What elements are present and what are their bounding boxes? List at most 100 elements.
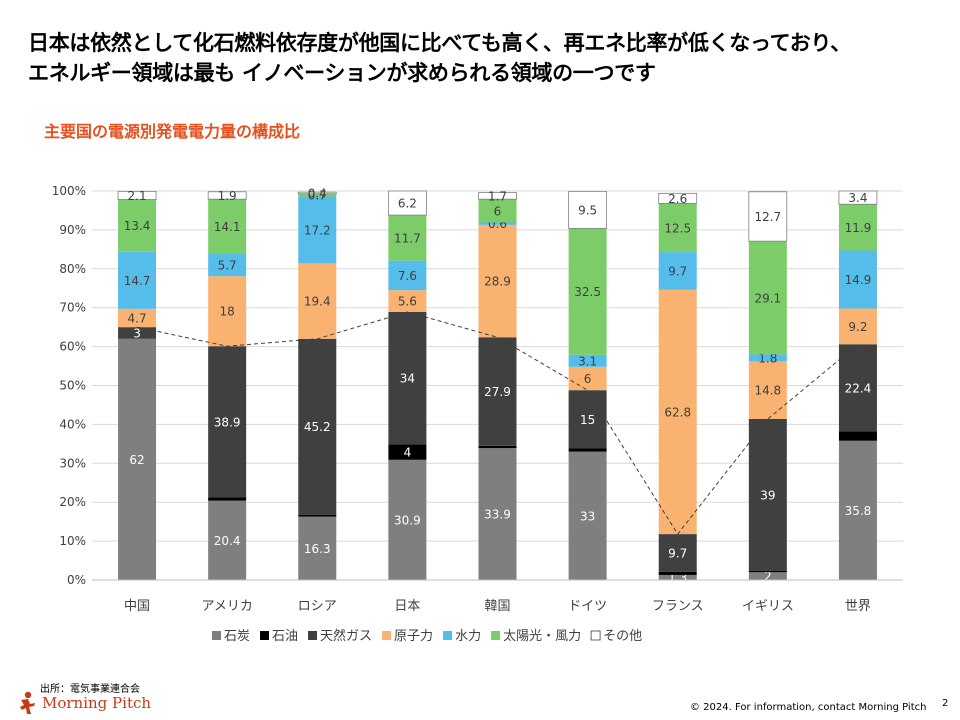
data-label: 33.9 [484,508,511,522]
data-label: 5.7 [218,259,237,273]
bar-segment [838,431,877,441]
bar-segment [568,354,607,367]
bar-segment [298,193,337,197]
bar-segment [478,445,517,449]
bar-segment [658,289,697,535]
y-tick-label: 20% [59,495,86,509]
bar-segment [568,228,607,355]
bar-segment [748,354,787,362]
bar-segment [118,308,157,328]
data-label: 32.5 [574,285,601,299]
data-label: 5.6 [398,295,417,309]
data-label: 9.7 [668,264,687,278]
chart-title: 主要国の電源別発電電力量の構成比 [44,122,301,141]
x-tick-label: 韓国 [484,599,510,614]
legend-label: 太陽光・風力 [503,629,581,644]
legend-label: 石炭 [224,629,250,644]
bar-segment [388,444,427,460]
bar-segment [838,440,877,580]
bar-segment [568,451,607,580]
bar-segment [298,263,337,339]
data-label: 9.7 [668,546,687,560]
bar-segment [388,459,427,580]
x-tick-label: アメリカ [201,599,252,614]
legend-swatch [382,631,392,640]
data-label: 6.2 [398,197,417,211]
bar-segment [207,191,247,200]
logo-text: Morning Pitch [42,694,152,712]
morning-pitch-logo: Morning Pitch [18,690,151,716]
headline: 日本は依然として化石燃料依存度が他国に比べても高く、再エネ比率が低くなっており、… [28,28,938,88]
data-label: 13.4 [124,219,151,233]
data-label: 14.8 [754,384,781,398]
data-label: 4 [404,446,412,460]
bar-segment [658,574,697,580]
bar-segment [118,199,157,252]
bar-segment [478,192,517,200]
bar-segment [478,224,517,338]
legend-label: 水力 [455,629,481,644]
bar-segment [658,534,697,572]
bar-segment [208,497,247,501]
bar-segment [478,222,517,225]
bar-segment [298,516,337,580]
bar-segment [838,250,877,309]
x-tick-label: フランス [652,599,704,614]
bar-segment [118,327,157,339]
bar-segment [208,276,247,347]
data-label: 33 [580,509,595,523]
data-label: 7.6 [398,269,417,283]
bar-segment [208,254,247,277]
data-label: 9.5 [578,203,597,217]
logo-mark-icon [20,691,35,714]
data-label: 6 [494,204,502,218]
bar-segment [297,191,337,195]
bar-segment [387,190,427,216]
data-label: 30.9 [394,513,421,527]
bar-segment [388,215,427,261]
bar-segment [568,390,607,449]
legend-label: その他 [603,629,642,644]
legend-swatch [308,631,318,640]
bar-segment [658,192,698,204]
bar-segment [748,418,787,571]
data-label: 2.1 [128,189,147,203]
bar-segment [658,571,697,575]
bar-segment [118,251,157,309]
data-label: 3.1 [578,354,597,368]
data-label: 38.9 [214,415,241,429]
y-tick-label: 0% [67,573,86,587]
bar-segment [838,190,878,205]
bar-segment [388,311,427,445]
data-label: 1.9 [218,189,237,203]
data-label: 34 [400,372,415,386]
bar-segment [478,337,517,446]
data-label: 2.6 [668,192,687,206]
data-label: 14.1 [214,220,241,234]
bar-segment [748,361,787,419]
y-tick-label: 50% [59,379,86,393]
data-label: 6 [584,372,592,386]
y-tick-label: 60% [59,340,86,354]
bar-segment [388,260,427,291]
data-label: 2 [764,570,772,584]
data-label: 12.7 [754,210,781,224]
x-tick-label: ロシア [298,599,337,614]
headline-line-1: 日本は依然として化石燃料依存度が他国に比べても高く、再エネ比率が低くなっており、 [28,31,851,55]
data-label: 28.9 [484,275,511,289]
data-label: 1.8 [758,351,777,365]
x-tick-label: 中国 [124,599,150,614]
bar-segment [568,190,608,229]
data-label: 35.8 [845,504,872,518]
bar-segment [298,514,337,517]
y-tick-label: 30% [59,456,86,470]
legend-swatch [212,631,221,640]
bar-segment [298,196,337,264]
bar-segment [208,500,247,580]
data-label: 3 [133,326,141,340]
data-label: 20.4 [214,534,241,548]
x-tick-label: イギリス [742,599,794,614]
data-label: 27.9 [484,385,511,399]
bar-segment [568,448,607,452]
